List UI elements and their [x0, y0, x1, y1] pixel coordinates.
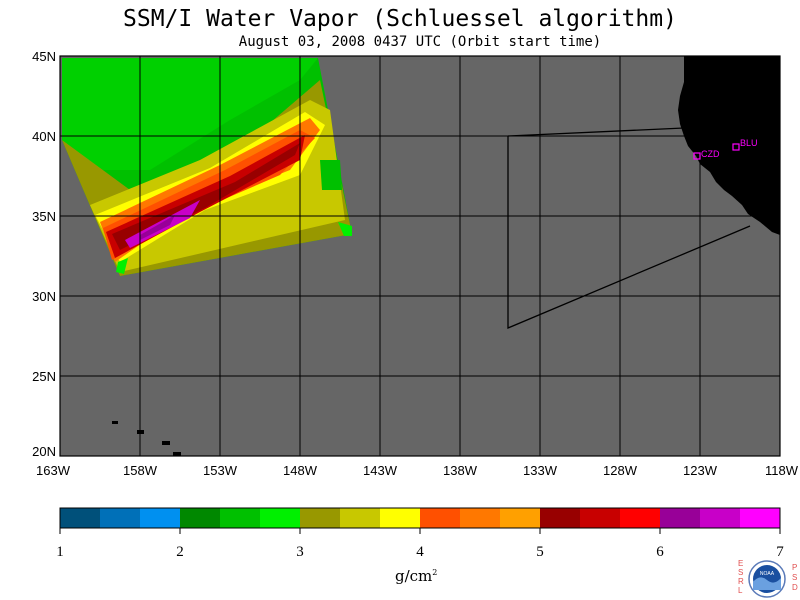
svg-text:NOAA: NOAA [760, 571, 775, 577]
latitude-labels: 45N 40N 35N 30N 25N 20N [32, 49, 56, 459]
svg-text:S: S [792, 573, 797, 582]
colorbar-tick-label: 3 [296, 544, 304, 560]
colorbar [60, 508, 781, 528]
latitude-label: 35N [32, 209, 56, 224]
longitude-label: 163W [36, 463, 71, 478]
map-subtitle: August 03, 2008 0437 UTC (Orbit start ti… [238, 34, 602, 50]
longitude-label: 143W [363, 463, 398, 478]
colorbar-swatch [60, 508, 101, 528]
water-vapor-swath [62, 58, 352, 276]
colorbar-unit-label: g/cm2 [395, 567, 438, 585]
longitude-labels: 163W 158W 153W 148W 143W 138W 133W 128W 123W 118W [36, 463, 799, 478]
station-czd: CZD [693, 149, 720, 160]
station-label-czd: CZD [701, 149, 720, 159]
longitude-label: 118W [765, 463, 799, 478]
california-landmass [678, 56, 780, 235]
colorbar-swatch [380, 508, 421, 528]
longitude-label: 158W [123, 463, 158, 478]
colorbar-swatch [660, 508, 701, 528]
colorbar-swatch [740, 508, 781, 528]
svg-text:E: E [738, 559, 743, 568]
flight-track [507, 136, 751, 329]
svg-text:P: P [792, 563, 797, 572]
longitude-label: 148W [283, 463, 318, 478]
colorbar-tick-label: 4 [416, 544, 424, 560]
colorbar-swatch [300, 508, 341, 528]
colorbar-swatch [180, 508, 221, 528]
longitude-label: 128W [603, 463, 638, 478]
colorbar-swatch [540, 508, 581, 528]
map-frame [59, 55, 781, 457]
colorbar-tick-label: 5 [536, 544, 544, 560]
latitude-label: 40N [32, 129, 56, 144]
flight-track-top [507, 127, 685, 137]
longitude-label: 133W [523, 463, 558, 478]
svg-text:R: R [738, 577, 744, 586]
latitude-label: 25N [32, 369, 56, 384]
colorbar-swatch [580, 508, 621, 528]
colorbar-swatch [140, 508, 181, 528]
colorbar-swatch [220, 508, 261, 528]
colorbar-swatch [500, 508, 541, 528]
colorbar-swatch [260, 508, 301, 528]
colorbar-swatch [340, 508, 381, 528]
colorbar-swatch [700, 508, 741, 528]
colorbar-tick-label: 2 [176, 544, 184, 560]
svg-text:S: S [738, 568, 743, 577]
colorbar-swatch [460, 508, 501, 528]
latitude-label: 30N [32, 289, 56, 304]
map-title: SSM/I Water Vapor (Schluessel algorithm) [123, 6, 677, 32]
colorbar-tick-label: 1 [56, 544, 64, 560]
svg-text:L: L [738, 586, 743, 595]
station-label-blu: BLU [740, 138, 758, 148]
colorbar-swatch [100, 508, 141, 528]
svg-text:D: D [792, 583, 798, 592]
latitude-label: 20N [32, 444, 56, 459]
station-blu: BLU [732, 138, 758, 151]
longitude-label: 138W [443, 463, 478, 478]
noaa-esrl-logo: E S R L P S D NOAA [737, 558, 799, 600]
colorbar-swatch [420, 508, 461, 528]
latitude-label: 45N [32, 49, 56, 64]
longitude-label: 123W [683, 463, 718, 478]
longitude-label: 153W [203, 463, 238, 478]
colorbar-swatch [620, 508, 661, 528]
colorbar-tick-label: 6 [656, 544, 664, 560]
colorbar-tick-labels: 1 2 3 4 5 6 7 [56, 528, 784, 560]
colorbar-tick-label: 7 [776, 544, 784, 560]
